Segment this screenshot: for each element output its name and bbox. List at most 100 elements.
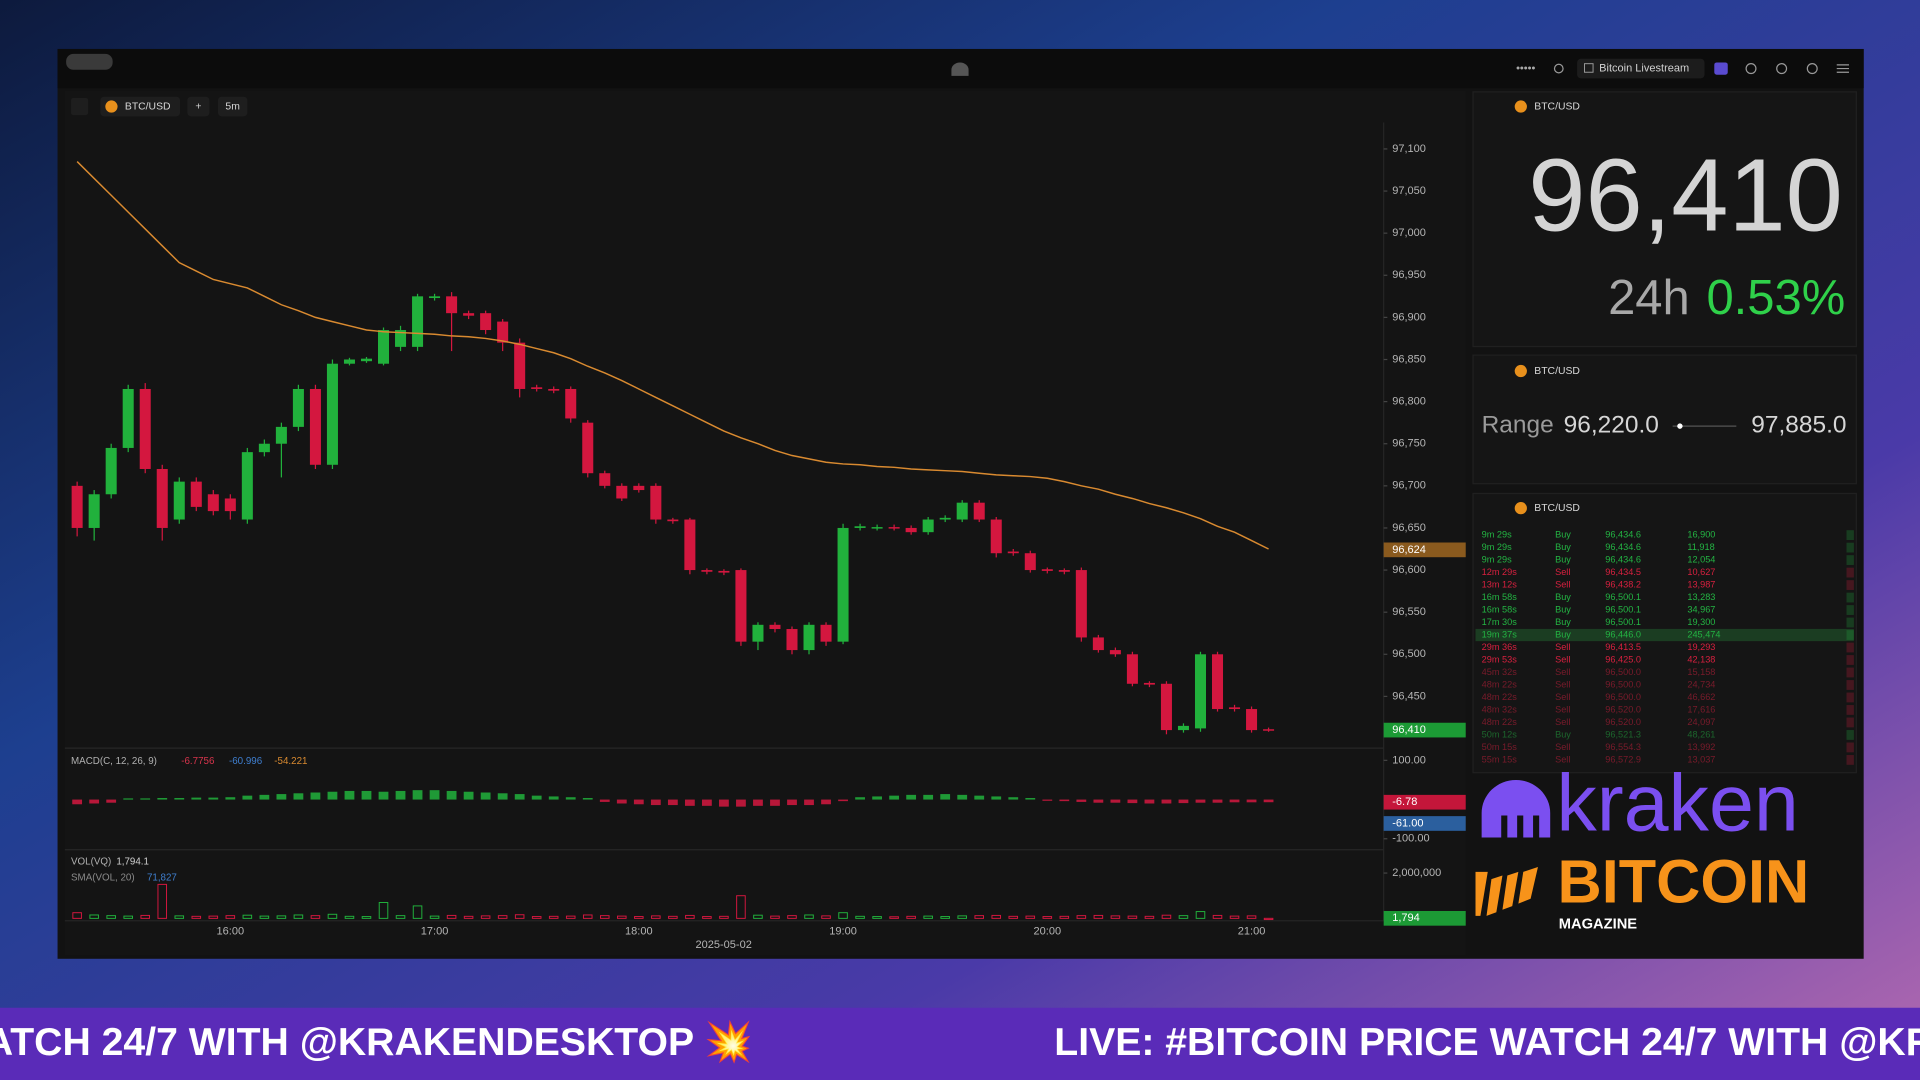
candle-body <box>922 519 934 533</box>
trade-cell: 48m 22s <box>1482 679 1518 689</box>
candle-body <box>497 321 509 343</box>
interval[interactable]: 5m <box>225 101 239 112</box>
volume-bar <box>1008 915 1019 919</box>
macd-bar <box>293 793 304 800</box>
depth-bar <box>1846 592 1854 603</box>
last-price: 96,410 <box>1528 137 1843 252</box>
candle-body <box>803 624 815 651</box>
x-tick-label: 19:00 <box>829 926 857 938</box>
candle-body <box>292 388 304 427</box>
y-tick-label: 96,500 <box>1392 648 1426 660</box>
macd-bar <box>259 794 270 800</box>
volume-bar <box>838 912 848 919</box>
trade-cell: Sell <box>1555 567 1570 577</box>
range-panel <box>1472 354 1857 485</box>
bell-icon[interactable] <box>1776 63 1788 75</box>
send-icon[interactable] <box>1745 63 1757 75</box>
menu-icon[interactable] <box>1836 64 1849 73</box>
interval-button[interactable] <box>217 96 248 117</box>
macd-bar <box>923 794 934 800</box>
trade-cell: 13,037 <box>1687 754 1715 764</box>
candle-body <box>786 629 798 651</box>
trade-cell: 19m 37s <box>1482 629 1518 639</box>
volume-bar <box>327 913 338 919</box>
trade-cell: 96,520.0 <box>1605 704 1641 714</box>
trade-cell: Buy <box>1555 729 1571 739</box>
trade-cell: Sell <box>1555 704 1570 714</box>
volume-bar <box>1127 915 1138 919</box>
macd-bar <box>327 791 338 800</box>
price-tag <box>1383 542 1466 558</box>
range-high: 97,885.0 <box>1751 412 1846 439</box>
add-button[interactable] <box>187 96 210 117</box>
volume-bar <box>736 895 746 919</box>
trade-cell: Sell <box>1555 717 1570 727</box>
range-label: Range <box>1482 412 1554 439</box>
depth-bar <box>1846 642 1854 653</box>
macd-bar <box>106 799 117 803</box>
add-indicator[interactable]: + <box>195 101 201 112</box>
trade-cell: 13,283 <box>1687 592 1715 602</box>
price-tag-label: 96,410 <box>1392 724 1426 736</box>
camera-icon[interactable] <box>1806 63 1818 75</box>
depth-bar <box>1846 567 1854 578</box>
volume-bar <box>1093 914 1104 919</box>
trade-cell: 19,300 <box>1687 617 1715 627</box>
candle-body <box>241 452 253 520</box>
trade-cell: 96,572.9 <box>1605 754 1641 764</box>
chart-symbol: BTC/USD <box>125 101 171 112</box>
trade-cell: 96,425.0 <box>1605 654 1641 664</box>
volume-label: VOL(VQ) <box>71 857 111 868</box>
x-tick-label: 18:00 <box>625 926 653 938</box>
macd-tag <box>1383 794 1466 810</box>
macd-bar <box>548 796 559 800</box>
moving-average <box>76 161 1269 550</box>
macd-bar <box>1076 799 1087 802</box>
search-icon[interactable] <box>1553 63 1564 74</box>
panel-menu[interactable] <box>71 97 89 116</box>
chart-panel <box>64 90 1466 956</box>
menu-dots[interactable]: ••••• <box>1516 62 1535 74</box>
trade-cell: Buy <box>1555 604 1571 614</box>
candle-body <box>275 426 287 444</box>
trade-cell: Sell <box>1555 742 1570 752</box>
volume-bar <box>872 916 882 919</box>
workspace-pill[interactable] <box>66 53 113 70</box>
candle-body <box>633 485 645 491</box>
macd-bar <box>991 796 1002 800</box>
macd-bar <box>667 799 678 806</box>
volume-bar <box>276 915 287 919</box>
sma-readout: 71,827 <box>147 873 177 884</box>
candle-body <box>701 570 713 572</box>
macd-bar <box>855 797 865 800</box>
price-tag-label: 96,624 <box>1392 544 1426 556</box>
depth-bar <box>1846 717 1854 728</box>
trade-cell: Buy <box>1555 629 1571 639</box>
trade-cell: 11,918 <box>1687 542 1714 552</box>
candle-body <box>718 570 730 573</box>
volume-bar <box>719 915 729 919</box>
trade-cell: 96,520.0 <box>1605 717 1641 727</box>
trade-cell: 48m 32s <box>1482 704 1518 714</box>
volume-bar <box>821 915 831 919</box>
trade-cell: 13,992 <box>1687 742 1715 752</box>
volume-bar <box>599 915 610 919</box>
candle-body <box>939 517 951 520</box>
volume-bar <box>634 916 644 919</box>
depth-bar <box>1846 617 1854 628</box>
candle-body <box>735 570 747 642</box>
volume-bar <box>446 914 457 919</box>
apps-icon[interactable] <box>1714 62 1728 75</box>
symbol-button[interactable] <box>100 96 180 117</box>
macd-bar <box>208 797 219 800</box>
kraken-icon <box>1481 780 1551 838</box>
macd-bar <box>633 799 644 805</box>
range-low: 96,220.0 <box>1564 412 1659 439</box>
btc-icon <box>1514 364 1527 378</box>
volume-bar <box>259 915 270 919</box>
layout-button[interactable] <box>1577 58 1705 79</box>
candle-body <box>224 498 236 512</box>
volume-bar <box>72 912 82 919</box>
macd-bar <box>1093 799 1104 803</box>
candle-body <box>667 519 679 522</box>
